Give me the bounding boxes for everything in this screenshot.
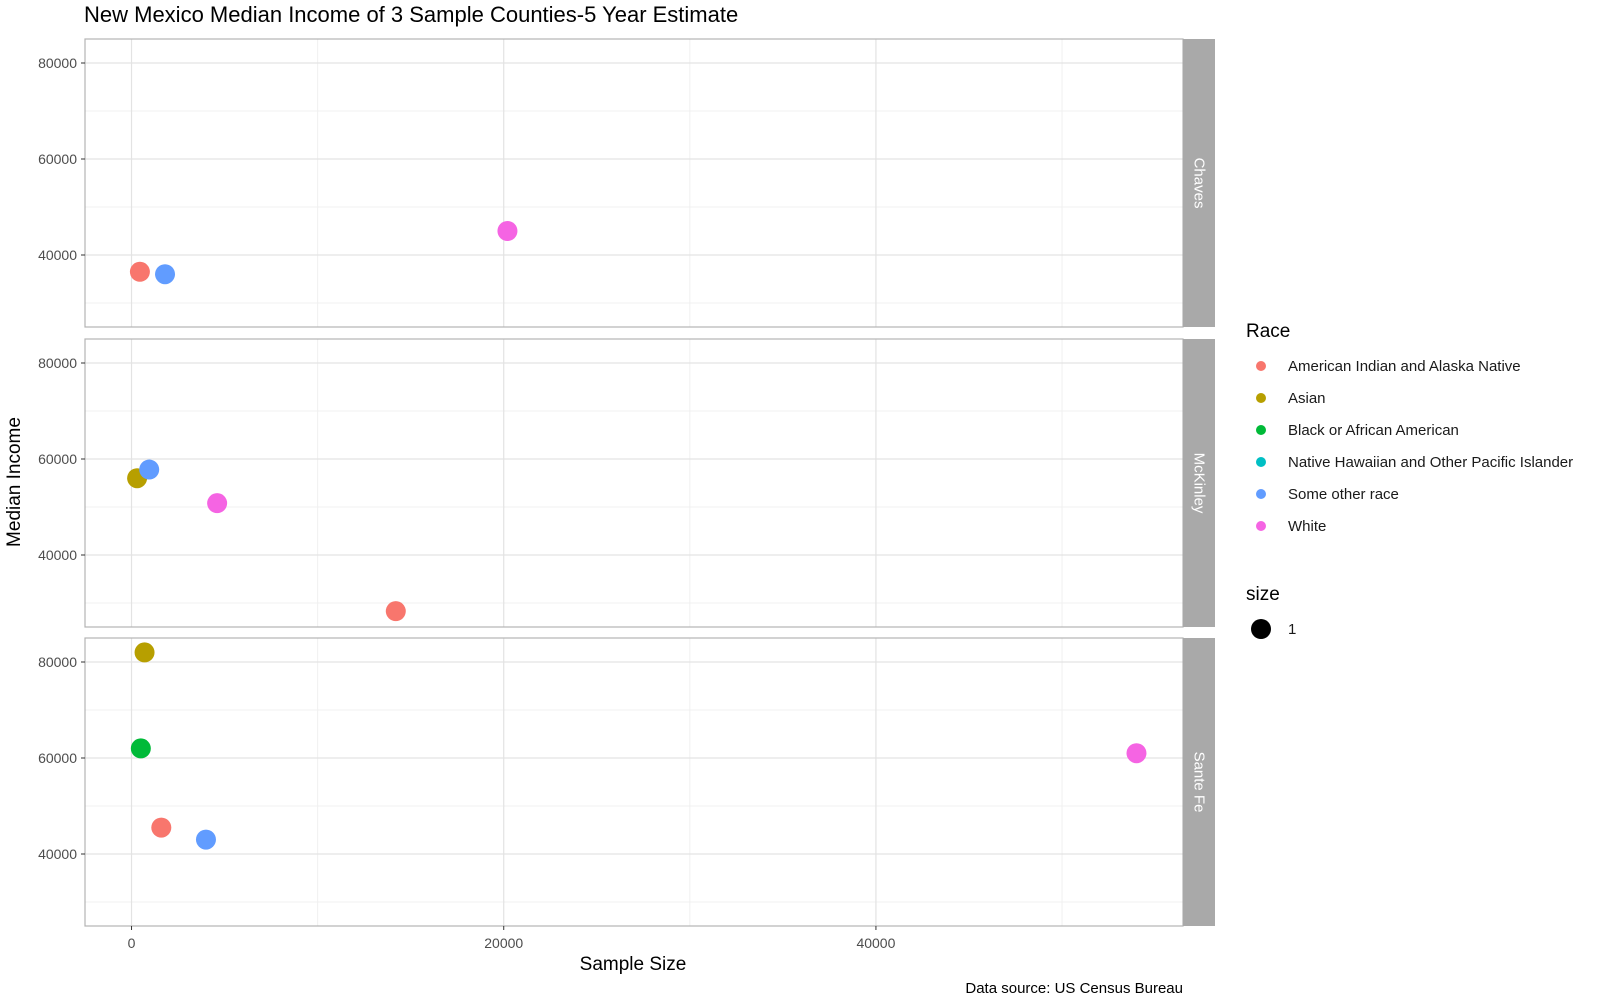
legend-key-dot bbox=[1256, 489, 1266, 499]
facet-strip-label: Chaves bbox=[1191, 158, 1208, 209]
point-mckinley-american-indian-and-alaska-native bbox=[385, 601, 406, 622]
legend-color-entries: American Indian and Alaska Native Asian Bl… bbox=[1256, 358, 1573, 535]
x-axis-label: Sample Size bbox=[580, 954, 687, 975]
facet-strip-label: Sante Fe bbox=[1191, 752, 1208, 813]
point-sante-fe-white bbox=[1126, 743, 1147, 764]
x-tick-label: 40000 bbox=[856, 935, 895, 951]
legend-entry-label: Some other race bbox=[1288, 486, 1399, 503]
point-mckinley-some-other-race bbox=[139, 459, 160, 480]
legend-title-race: Race bbox=[1246, 321, 1290, 342]
facet-strip-label: McKinley bbox=[1191, 453, 1208, 514]
y-axis-label: Median Income bbox=[4, 417, 25, 547]
facet-strip-mckinley bbox=[1183, 339, 1215, 627]
point-sante-fe-american-indian-and-alaska-native bbox=[151, 817, 172, 838]
facet-strip-chaves bbox=[1183, 39, 1215, 327]
panel-mckinley: McKinley 40000 60000 80000 bbox=[38, 338, 1215, 628]
legend-key-dot bbox=[1256, 425, 1266, 435]
panel-background bbox=[85, 638, 1183, 926]
y-tick-label: 80000 bbox=[38, 654, 77, 670]
legend-entry-native-hawaiian-and-other-pacific-islander: Native Hawaiian and Other Pacific Island… bbox=[1256, 454, 1573, 471]
legend-entry-american-indian-and-alaska-native: American Indian and Alaska Native bbox=[1256, 358, 1521, 375]
panel-chaves: Chaves 40000 60000 80000 bbox=[38, 38, 1215, 328]
point-chaves-white bbox=[497, 221, 518, 241]
legend-entry-label: Black or African American bbox=[1288, 422, 1459, 439]
panel-background bbox=[85, 339, 1183, 627]
legend-key-dot bbox=[1256, 521, 1266, 531]
legend-entry-black-or-african-american: Black or African American bbox=[1256, 422, 1459, 439]
point-sante-fe-some-other-race bbox=[195, 829, 216, 850]
point-sante-fe-asian bbox=[134, 642, 155, 663]
legend: Race American Indian and Alaska Native As… bbox=[1246, 321, 1573, 639]
legend-size-key bbox=[1251, 619, 1271, 639]
panel-sante-fe: Sante Fe 40000 60000 80000 0 20000 40000 bbox=[38, 637, 1215, 951]
point-chaves-some-other-race bbox=[155, 264, 176, 285]
legend-size-label: 1 bbox=[1288, 621, 1296, 638]
point-chaves-american-indian-and-alaska-native bbox=[129, 261, 150, 282]
legend-entry-asian: Asian bbox=[1256, 390, 1326, 407]
legend-title-size: size bbox=[1246, 584, 1280, 605]
y-tick-label: 60000 bbox=[38, 451, 77, 467]
legend-entry-label: American Indian and Alaska Native bbox=[1288, 358, 1521, 375]
y-tick-label: 40000 bbox=[38, 846, 77, 862]
y-tick-label: 80000 bbox=[38, 55, 77, 71]
x-tick-label: 0 bbox=[128, 935, 136, 951]
legend-entry-white: White bbox=[1256, 518, 1326, 535]
y-tick-label: 60000 bbox=[38, 750, 77, 766]
legend-entry-label: White bbox=[1288, 518, 1326, 535]
facet-strip-sante-fe bbox=[1183, 638, 1215, 926]
legend-entry-label: Native Hawaiian and Other Pacific Island… bbox=[1288, 454, 1573, 471]
legend-entry-label: Asian bbox=[1288, 390, 1326, 407]
y-tick-label: 40000 bbox=[38, 547, 77, 563]
x-tick-label: 20000 bbox=[484, 935, 523, 951]
y-tick-label: 40000 bbox=[38, 247, 77, 263]
legend-key-dot bbox=[1256, 457, 1266, 467]
panel-background bbox=[85, 39, 1183, 327]
point-mckinley-white bbox=[207, 493, 228, 514]
legend-key-dot bbox=[1256, 393, 1266, 403]
facet-panels: Chaves 40000 60000 80000 McKinley 40000 60000 8… bbox=[38, 38, 1215, 951]
chart-title: New Mexico Median Income of 3 Sample Cou… bbox=[84, 2, 738, 27]
y-tick-label: 60000 bbox=[38, 151, 77, 167]
legend-entry-some-other-race: Some other race bbox=[1256, 486, 1399, 503]
caption: Data source: US Census Bureau bbox=[965, 980, 1183, 997]
y-tick-label: 80000 bbox=[38, 355, 77, 371]
point-sante-fe-black-or-african-american bbox=[130, 738, 151, 759]
legend-key-dot bbox=[1256, 361, 1266, 371]
